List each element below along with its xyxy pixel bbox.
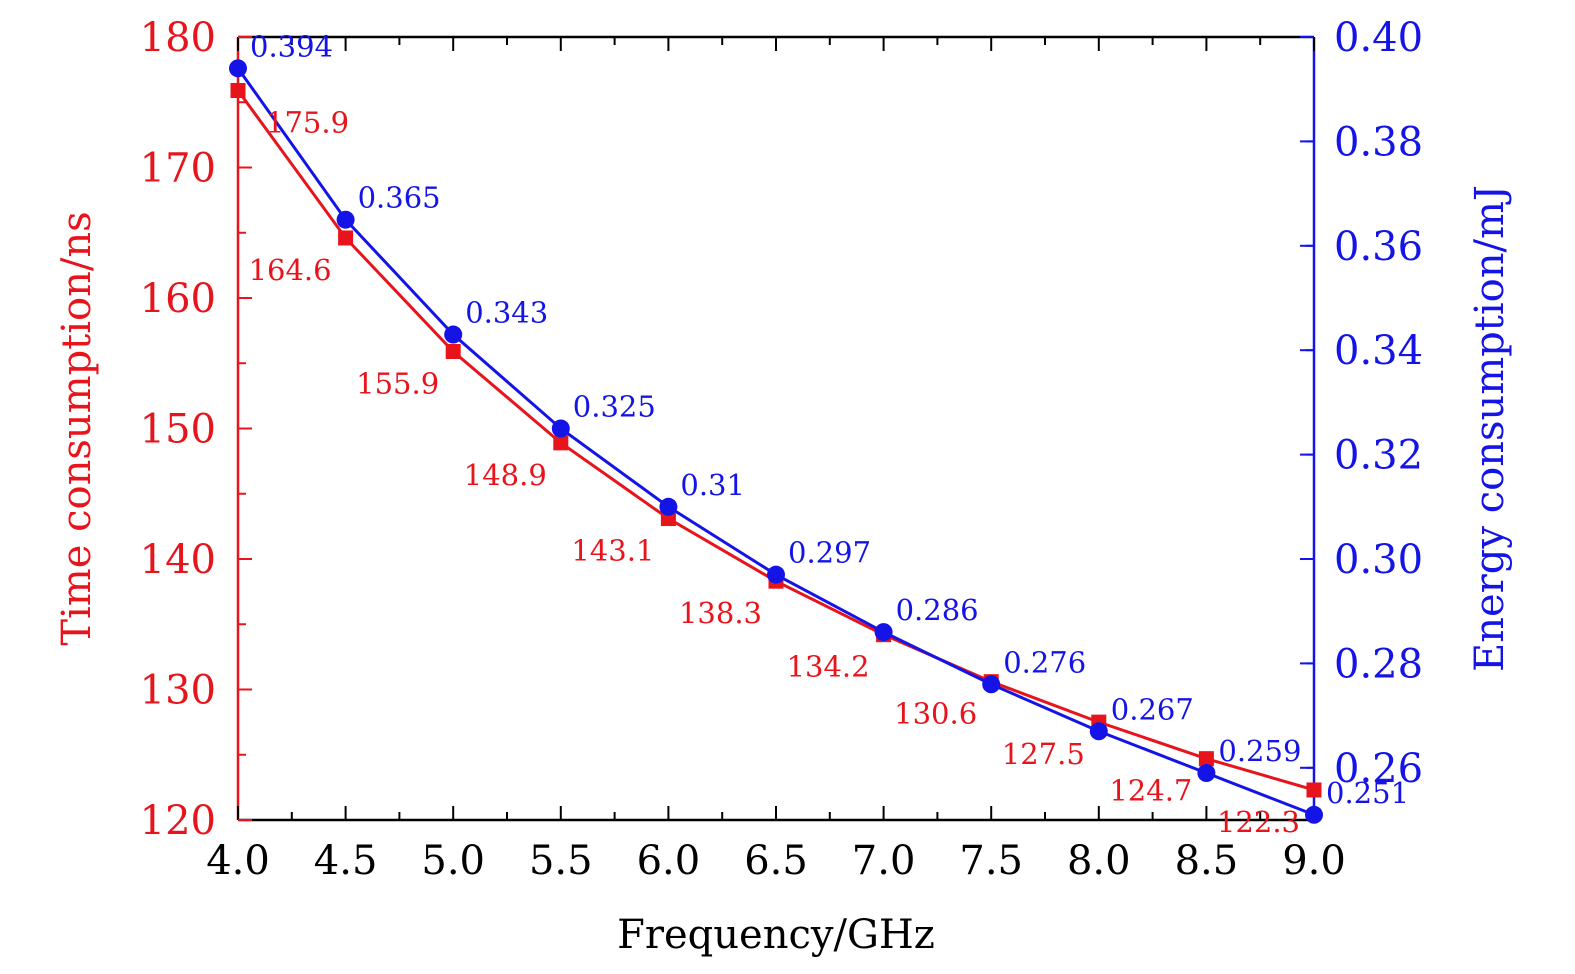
right-y-tick-label: 0.30 [1334,537,1423,583]
x-axis-title: Frequency/GHz [617,912,935,958]
time-consumption-data-label: 134.2 [787,650,870,684]
right-y-tick-label: 0.26 [1334,746,1423,792]
right-y-tick-label: 0.28 [1334,641,1423,687]
energy-consumption-point [982,675,1001,694]
time-consumption-point [553,435,569,451]
time-consumption-data-label: 155.9 [356,367,439,401]
energy-consumption-data-label: 0.31 [680,468,745,502]
energy-consumption-point [336,210,355,229]
time-consumption-point [1198,751,1214,767]
left-y-tick-label: 160 [140,276,216,322]
time-consumption-data-label: 175.9 [266,106,349,140]
time-consumption-data-label: 164.6 [249,253,332,287]
time-consumption-point [1306,782,1322,798]
energy-consumption-data-label: 0.267 [1111,692,1194,726]
time-consumption-point [230,83,246,99]
left-y-tick-label: 140 [140,537,216,583]
energy-consumption-point [229,59,247,78]
time-consumption-data-label: 124.7 [1109,774,1192,808]
energy-consumption-data-label: 0.394 [250,29,333,63]
time-consumption-point [338,230,354,246]
time-consumption-data-label: 138.3 [679,596,762,630]
right-y-tick-label: 0.34 [1334,328,1423,374]
energy-consumption-data-label: 0.325 [573,390,656,424]
x-tick-label: 8.5 [1175,838,1239,884]
time-consumption-data-label: 127.5 [1002,737,1085,771]
left-y-axis-title: Time consumption/ns [54,211,100,645]
left-y-tick-label: 180 [140,15,216,61]
energy-consumption-point [551,419,570,438]
x-tick-label: 7.0 [852,838,916,884]
energy-consumption-point [1089,722,1108,741]
time-consumption-data-label: 148.9 [464,458,547,492]
right-y-tick-label: 0.32 [1334,433,1423,479]
energy-consumption-point [1305,805,1323,824]
time-consumption-data-label: 143.1 [571,534,654,568]
x-tick-label: 8.0 [1067,838,1131,884]
energy-consumption-point [1197,764,1216,783]
energy-consumption-point [444,325,463,344]
x-tick-label: 4.0 [206,838,270,884]
x-tick-label: 9.0 [1282,838,1346,884]
x-tick-label: 6.0 [637,838,701,884]
left-y-tick-label: 120 [140,798,216,844]
x-tick-label: 4.5 [314,838,378,884]
energy-consumption-point [767,565,785,584]
energy-consumption-data-label: 0.286 [896,593,979,627]
time-consumption-data-label: 130.6 [894,697,977,731]
right-y-axis-title: Energy consumption/mJ [1467,185,1513,672]
time-consumption-data-label: 122.3 [1217,805,1300,839]
energy-consumption-data-label: 0.297 [788,536,871,570]
x-tick-label: 5.0 [421,838,485,884]
x-tick-label: 6.5 [744,838,808,884]
x-tick-label: 5.5 [529,838,593,884]
energy-consumption-point [659,497,678,516]
left-y-tick-label: 170 [140,146,216,192]
right-y-tick-label: 0.40 [1334,15,1423,61]
energy-consumption-point [874,623,893,642]
right-y-tick-label: 0.38 [1334,119,1423,165]
energy-consumption-data-label: 0.365 [358,181,441,215]
energy-consumption-data-label: 0.343 [465,296,548,330]
right-y-tick-label: 0.36 [1334,224,1423,270]
energy-consumption-data-label: 0.276 [1003,645,1086,679]
x-tick-label: 7.5 [959,838,1023,884]
energy-consumption-data-label: 0.259 [1218,734,1301,768]
left-y-tick-label: 130 [140,668,216,714]
left-y-tick-label: 150 [140,407,216,453]
time-consumption-point [445,344,461,360]
energy-consumption-data-label: 0.251 [1326,776,1409,810]
